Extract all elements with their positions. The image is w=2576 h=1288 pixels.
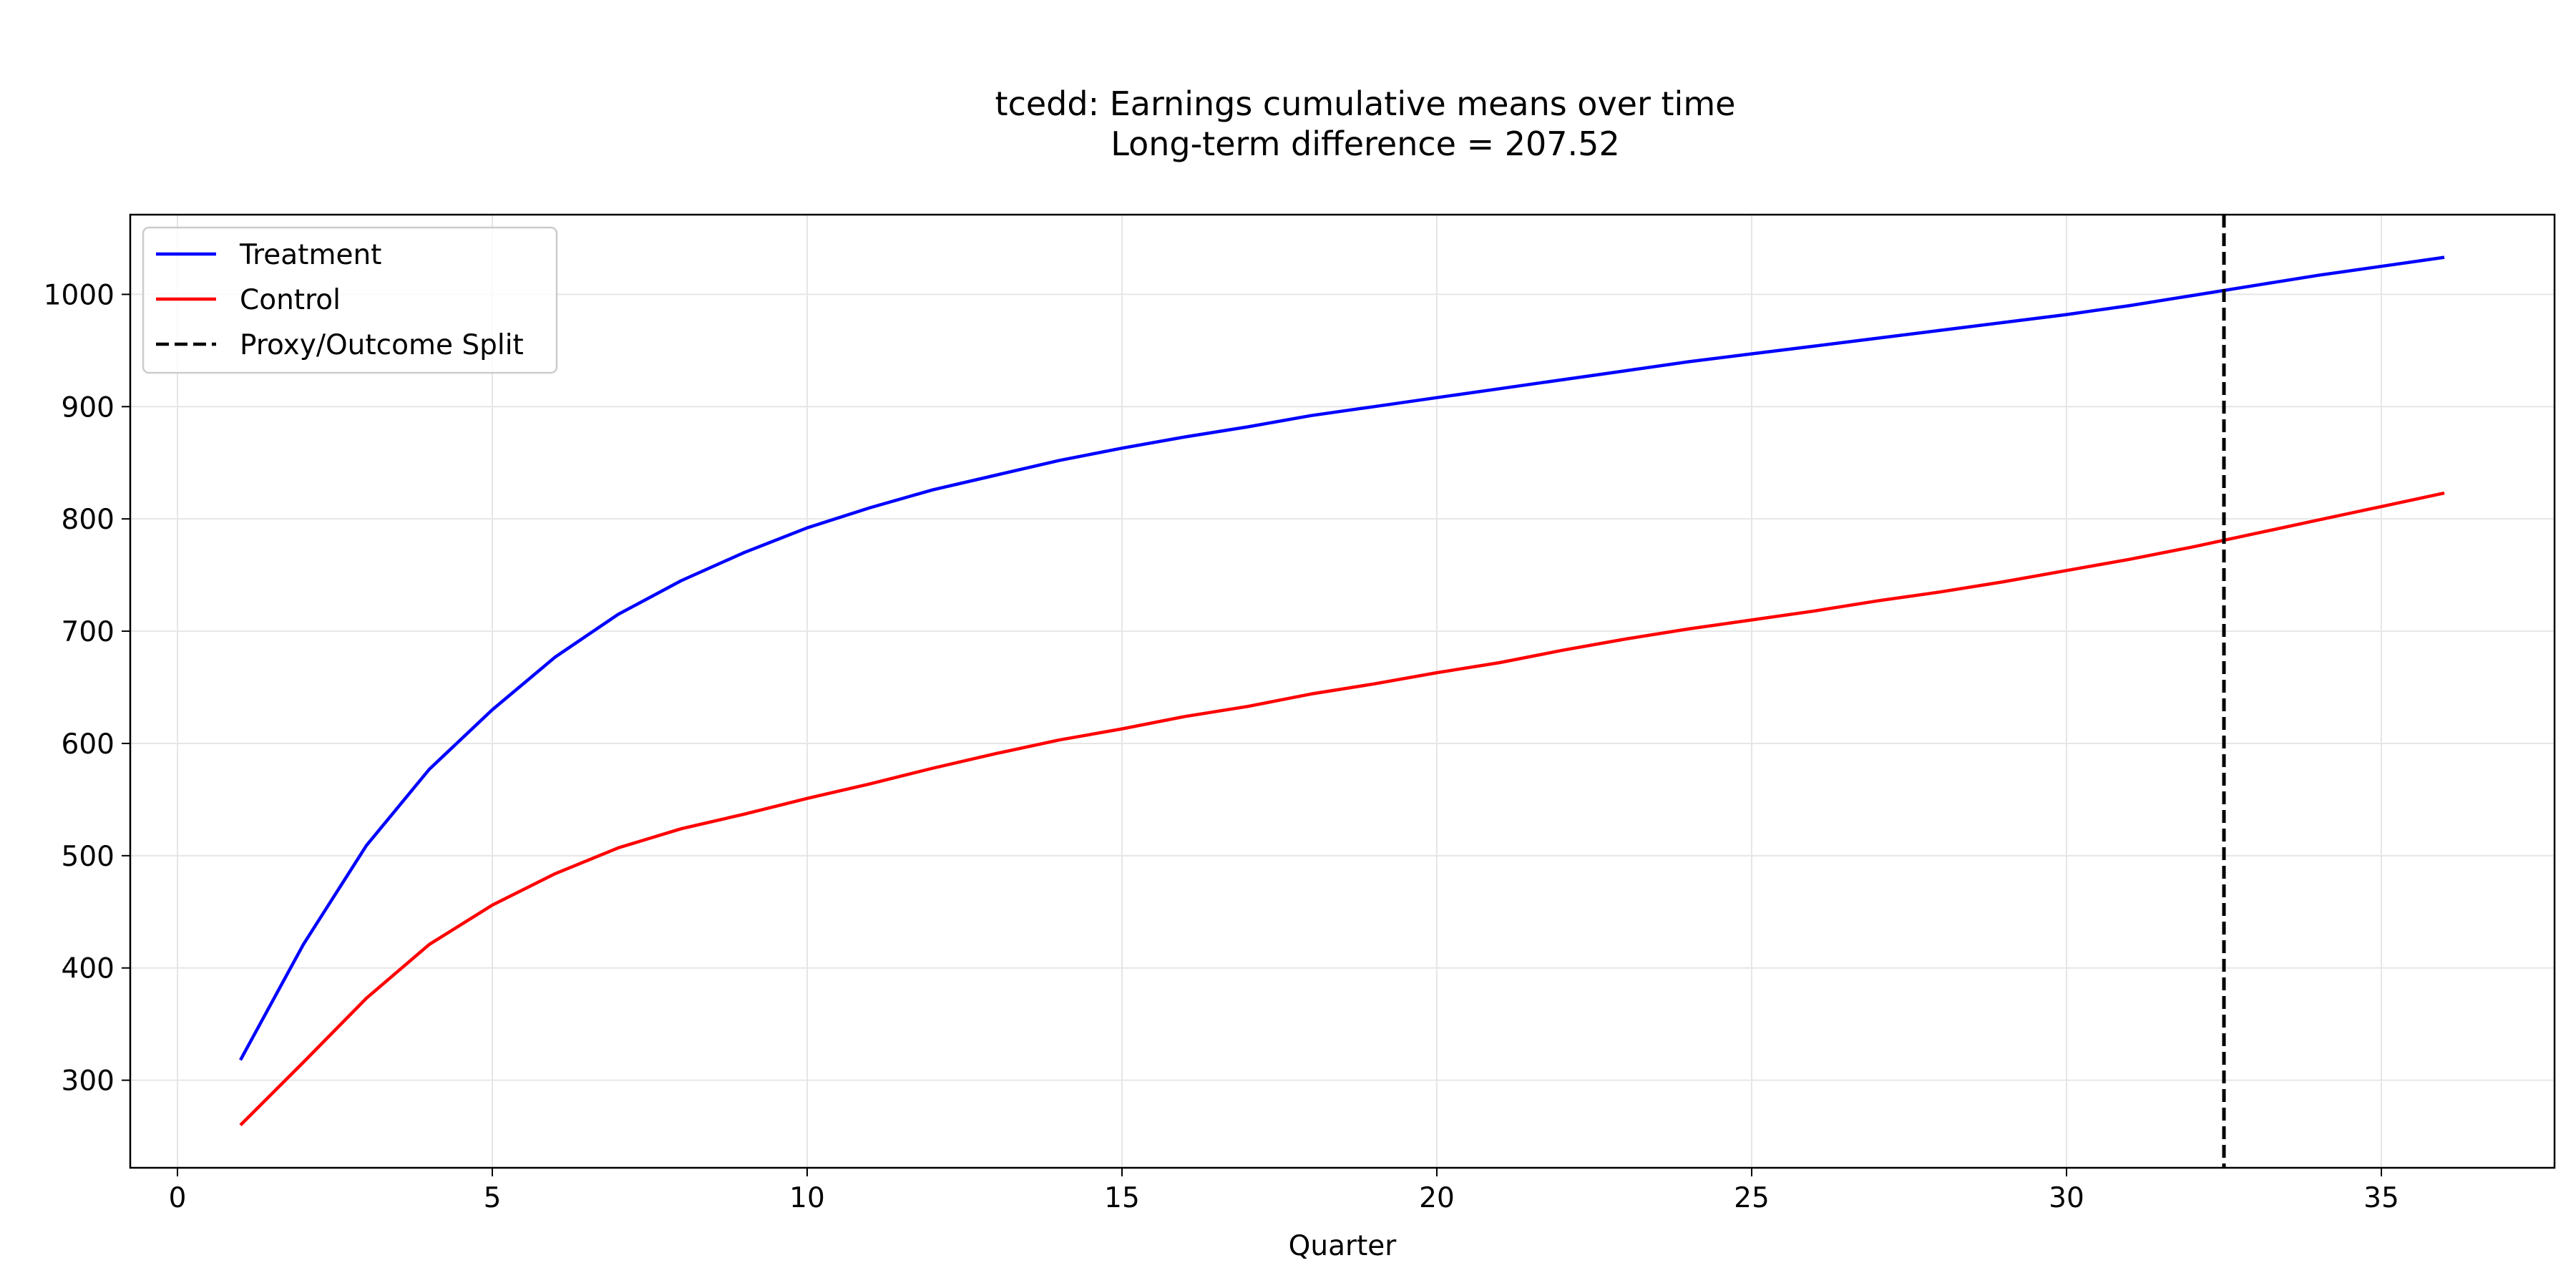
x-tick-label: 25	[1734, 1182, 1770, 1214]
x-axis-ticks: 0 5 10 15 20 25 30 35	[169, 1168, 2399, 1214]
legend-label: Proxy/Outcome Split	[240, 329, 524, 361]
x-tick-label: 0	[169, 1182, 187, 1214]
x-tick-label: 35	[2363, 1182, 2399, 1214]
y-tick-label: 900	[62, 391, 114, 424]
series-lines	[239, 255, 2445, 1126]
y-tick-label: 700	[62, 616, 114, 648]
x-tick-label: 20	[1419, 1182, 1455, 1214]
series-line-treatment	[239, 255, 2445, 1061]
x-tick-label: 15	[1104, 1182, 1140, 1214]
y-tick-label: 600	[62, 728, 114, 761]
legend-box	[142, 226, 558, 374]
chart-subtitle: Long-term difference = 207.52	[1111, 125, 1619, 163]
y-tick-label: 1000	[44, 279, 114, 311]
plot-frame	[129, 213, 2556, 1169]
legend-label: Control	[240, 284, 341, 316]
x-tick-label: 10	[789, 1182, 825, 1214]
x-tick-label: 5	[484, 1182, 502, 1214]
x-axis-label: Quarter	[1289, 1230, 1397, 1262]
y-tick-label: 800	[62, 504, 114, 536]
x-tick-label: 30	[2049, 1182, 2084, 1214]
grid	[130, 215, 2555, 1168]
y-tick-label: 400	[62, 953, 114, 985]
legend-label: Treatment	[239, 239, 381, 271]
y-axis-ticks: 300 400 500 600 700 800 900 1000	[44, 279, 130, 1098]
y-tick-label: 300	[62, 1065, 114, 1098]
series-line-control	[239, 491, 2445, 1126]
chart-title: tcedd: Earnings cumulative means over ti…	[995, 84, 1736, 123]
legend: Treatment Control Proxy/Outcome Split	[142, 226, 558, 374]
y-tick-label: 500	[62, 841, 114, 873]
